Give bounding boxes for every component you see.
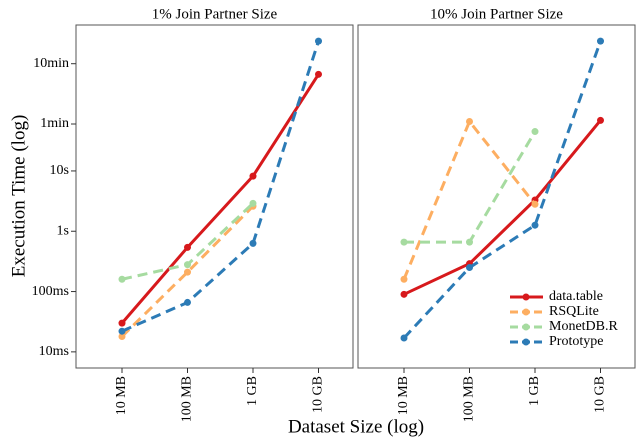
point <box>184 268 191 276</box>
point <box>400 290 408 298</box>
series-line <box>402 40 602 339</box>
y-tick-label: 10ms <box>39 344 69 359</box>
legend-label: MonetDB.R <box>549 319 619 334</box>
series-line <box>120 73 320 325</box>
legend-dot <box>522 293 530 301</box>
point <box>315 37 322 45</box>
x-tick-label: 10 GB <box>593 376 608 413</box>
y-tick-label: 1s <box>57 223 69 238</box>
point <box>531 221 539 229</box>
legend-label: Prototype <box>549 334 603 349</box>
x-tick-label: 1 GB <box>527 376 542 406</box>
legend-label: RSQLite <box>549 304 599 319</box>
point <box>249 239 257 247</box>
x-tick-label: 10 GB <box>311 376 326 413</box>
x-tick-label: 1 GB <box>245 376 260 406</box>
point <box>400 238 408 246</box>
point <box>466 264 473 272</box>
panel <box>357 24 636 369</box>
y-tick-label: 10s <box>50 163 69 178</box>
x-tick-label: 100 MB <box>180 376 195 422</box>
point <box>118 275 126 283</box>
series-line <box>121 40 320 333</box>
panel-title: 10% Join Partner Size <box>430 6 563 22</box>
point <box>597 116 604 124</box>
point <box>597 37 604 45</box>
point <box>184 298 191 306</box>
series-line <box>402 118 537 280</box>
point <box>184 243 191 251</box>
panel <box>75 24 354 369</box>
series-line <box>120 205 255 338</box>
point <box>184 261 191 269</box>
point <box>531 128 539 136</box>
point <box>466 238 473 246</box>
panel-title: 1% Join Partner Size <box>152 6 278 22</box>
x-tick-label: 10 MB <box>114 376 129 415</box>
point <box>118 319 126 327</box>
y-axis-label: Execution Time (log) <box>8 115 29 278</box>
point <box>315 70 322 78</box>
x-axis-label: Dataset Size (log) <box>288 416 424 437</box>
y-tick-label: 10min <box>33 56 69 71</box>
legend-dot <box>522 308 530 316</box>
y-tick-label: 100ms <box>32 284 69 299</box>
point <box>249 199 257 207</box>
point <box>400 334 408 342</box>
series-line <box>404 130 537 244</box>
legend-dot <box>522 323 530 331</box>
point <box>466 118 473 126</box>
x-tick-label: 100 MB <box>462 376 477 422</box>
point <box>400 275 408 283</box>
x-tick-label: 10 MB <box>396 376 411 415</box>
point <box>118 332 126 340</box>
point <box>249 172 257 180</box>
point <box>531 200 539 208</box>
series-line <box>403 119 602 296</box>
legend-dot <box>522 338 530 346</box>
legend-label: data.table <box>549 289 603 304</box>
point <box>118 327 126 335</box>
y-tick-label: 1min <box>40 116 69 131</box>
